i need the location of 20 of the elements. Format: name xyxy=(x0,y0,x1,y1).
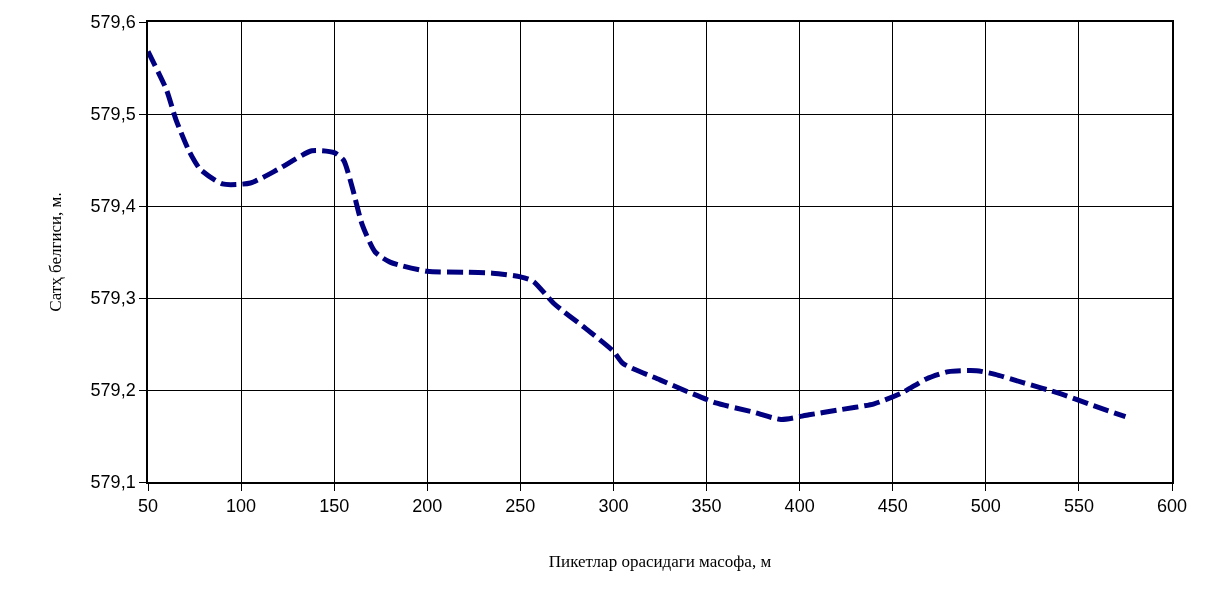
y-tick-label: 579,5 xyxy=(90,104,136,125)
x-tick-label: 100 xyxy=(226,496,257,517)
x-tick-label: 400 xyxy=(784,496,815,517)
x-tick-label: 150 xyxy=(319,496,350,517)
x-tick-label: 550 xyxy=(1063,496,1094,517)
x-tick-label: 450 xyxy=(877,496,908,517)
x-tick-label: 200 xyxy=(412,496,443,517)
y-tick-label: 579,4 xyxy=(90,196,136,217)
y-tick-label: 579,3 xyxy=(90,288,136,309)
x-tick-label: 500 xyxy=(970,496,1001,517)
x-tick-label: 600 xyxy=(1156,496,1188,517)
y-tick-label: 579,6 xyxy=(90,12,136,33)
y-tick-label: 579,1 xyxy=(90,472,136,493)
x-axis-title: Пикетлар орасидаги масофа, м xyxy=(548,552,772,572)
x-tick-label: 250 xyxy=(505,496,536,517)
x-tick-label: 350 xyxy=(691,496,722,517)
y-axis-title: Сатҳ белгиси, м. xyxy=(45,192,65,312)
x-tick-label: 50 xyxy=(137,496,159,517)
y-tick-label: 579,2 xyxy=(90,380,136,401)
x-tick-label: 300 xyxy=(598,496,629,517)
